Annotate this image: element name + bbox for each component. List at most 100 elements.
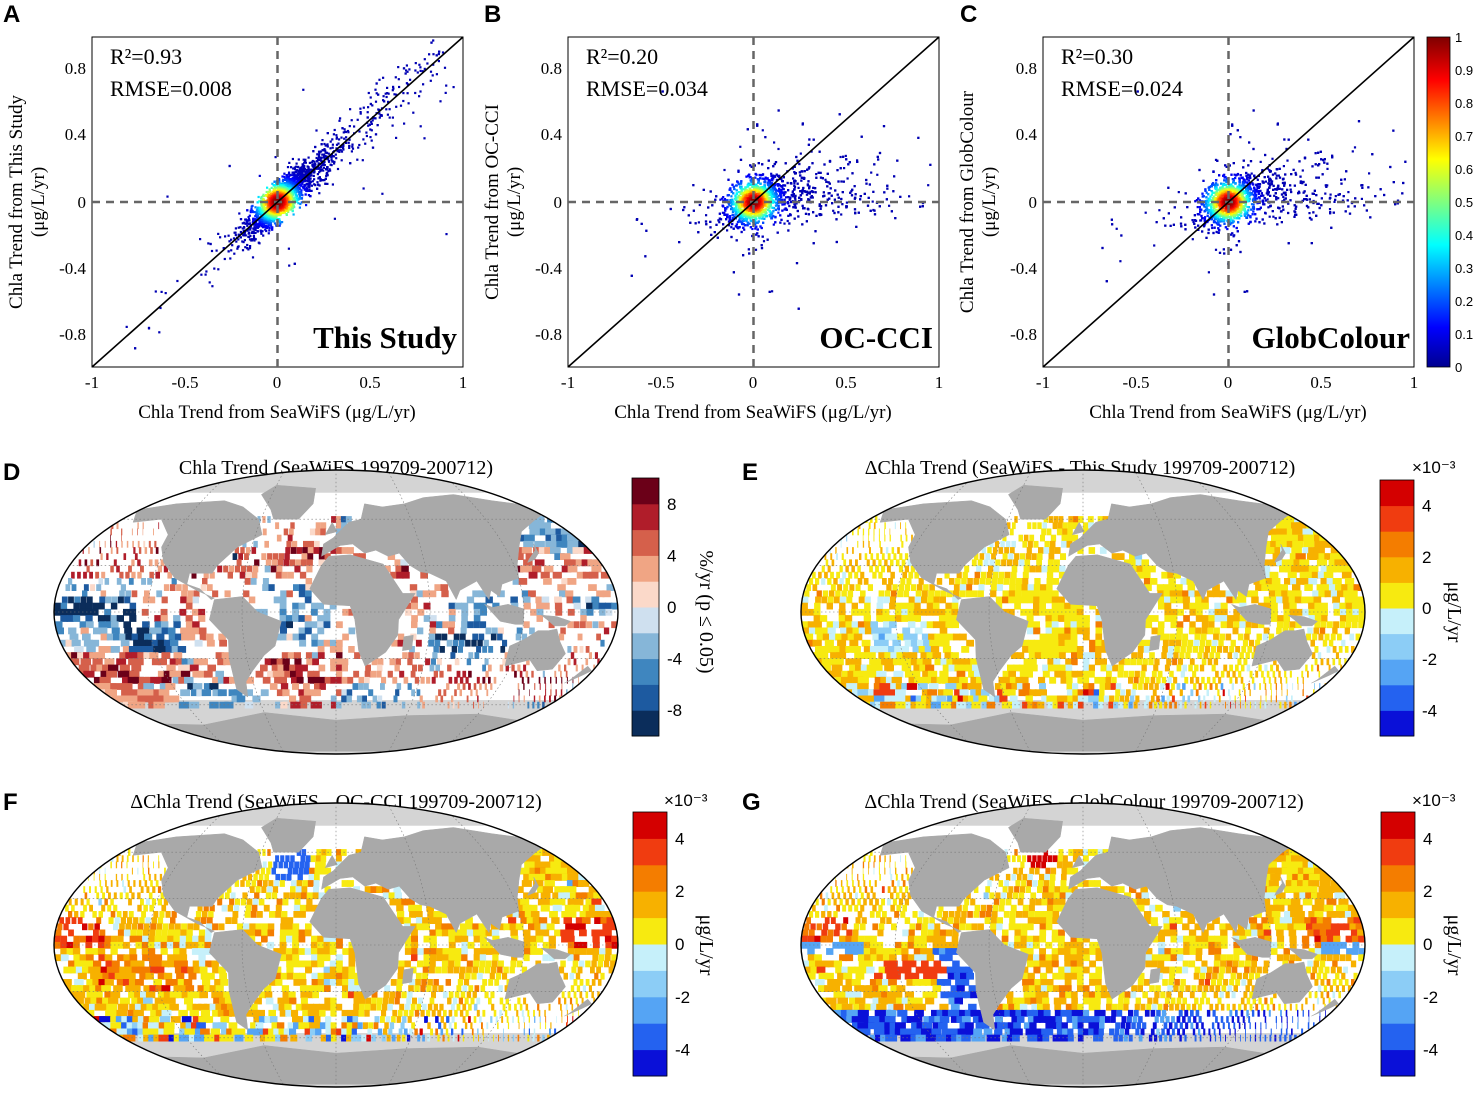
scatter-point (780, 189, 783, 192)
scatter-point (333, 217, 336, 220)
scatter-point (749, 188, 752, 191)
scatter-point (743, 200, 746, 203)
scatter-point (249, 211, 252, 214)
scatter-point (134, 347, 137, 350)
scatter-point (405, 64, 408, 67)
scatter-point (781, 187, 784, 190)
scatter-point (249, 209, 252, 212)
scatter-point (318, 192, 321, 195)
scatter-point (302, 166, 306, 169)
scatter-point (735, 203, 738, 206)
scatter-point (828, 197, 831, 200)
scatter-point (371, 146, 375, 149)
scatter-point (298, 171, 301, 174)
scatter-point (772, 215, 775, 218)
scatter-point (760, 212, 763, 215)
scatter-point (258, 206, 261, 209)
scatter-point (329, 140, 332, 143)
scatter-point (267, 232, 270, 235)
y-axis-label-a: Chla Trend from This Study (6, 95, 27, 309)
scatter-point (382, 99, 385, 102)
scatter-point (398, 85, 401, 89)
scatter-point (765, 188, 768, 191)
scatter-point (254, 231, 257, 234)
scatter-point (856, 159, 859, 162)
scatter-point (265, 194, 269, 197)
scatter-point (291, 203, 294, 207)
scatter-point (697, 231, 700, 234)
scatter-point (744, 195, 747, 198)
scatter-point (402, 67, 406, 70)
scatter-point (764, 136, 767, 139)
scatter-point (811, 196, 814, 199)
scatter-point (392, 87, 395, 90)
scatter-point (397, 78, 400, 81)
scatter-point (738, 183, 741, 186)
scatter-point (781, 203, 784, 206)
scatter-point (334, 153, 337, 156)
scatter-point (743, 228, 746, 231)
scatter-point (308, 180, 312, 183)
scatter-point (316, 187, 319, 190)
scatter-point (301, 182, 304, 185)
scatter-point (732, 192, 735, 195)
scatter-point (834, 189, 837, 192)
scatter-point (819, 207, 822, 210)
scatter-point (692, 209, 695, 212)
scatter-point (164, 292, 167, 295)
scatter-point (176, 279, 179, 283)
scatter-point (317, 150, 321, 153)
scatter-point (388, 116, 391, 119)
scatter-point (222, 247, 225, 250)
scatter-point (246, 229, 249, 232)
scatter-point (374, 100, 378, 103)
scatter-point (312, 174, 315, 177)
scatter-point (210, 249, 214, 253)
r2-label-a: R²=0.93 (110, 44, 182, 69)
scatter-point (369, 136, 372, 139)
scatter-point (757, 190, 760, 193)
scatter-point (284, 177, 287, 180)
scatter-point (809, 190, 812, 193)
scatter-point (299, 177, 303, 180)
scatter-point (764, 186, 767, 189)
scatter-point (321, 179, 324, 182)
scatter-point (432, 39, 435, 42)
scatter-point (306, 180, 309, 183)
scatter-point (323, 179, 326, 182)
scatter-point (248, 247, 252, 250)
scatter-point (301, 186, 304, 189)
scatter-point (774, 215, 777, 219)
scatter-point (799, 152, 802, 155)
scatter-point (243, 239, 246, 242)
scatter-point (809, 196, 812, 199)
scatter-point (728, 219, 731, 222)
scatter-point (784, 162, 787, 165)
scatter-point (757, 179, 760, 182)
scatter-point (261, 230, 264, 233)
scatter-point (772, 174, 775, 177)
scatter-point (747, 193, 751, 196)
scatter-point (375, 92, 378, 95)
scatter-point (859, 195, 862, 198)
scatter-point (295, 197, 298, 200)
scatter-point (729, 188, 732, 191)
scatter-point (774, 161, 778, 164)
scatter-point (805, 220, 808, 223)
scatter-point (303, 161, 306, 164)
scatter-point (744, 224, 747, 227)
scatter-point (737, 194, 740, 197)
scatter-point (761, 208, 764, 211)
scatter-point (349, 108, 352, 111)
scatter-point (330, 158, 333, 161)
scatter-point (166, 195, 169, 198)
scatter-point (297, 202, 300, 205)
scatter-point (714, 198, 717, 201)
scatter-point (835, 218, 838, 221)
scatter-point (917, 136, 920, 139)
scatter-point (246, 224, 249, 227)
scatter-point (258, 174, 261, 177)
scatter-point (705, 223, 708, 226)
scatter-point (418, 95, 421, 98)
scatter-point (759, 182, 762, 185)
